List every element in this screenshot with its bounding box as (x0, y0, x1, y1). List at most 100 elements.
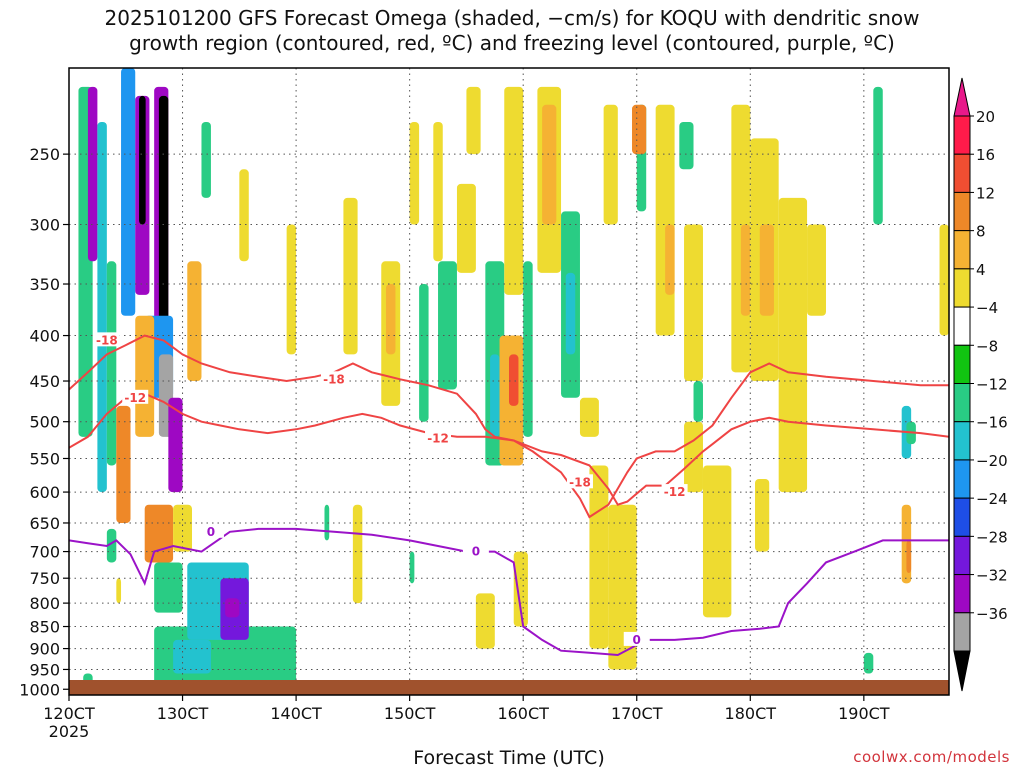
omega-cell (225, 598, 240, 618)
omega-cell (456, 183, 476, 273)
contour-label: -12 (124, 391, 146, 405)
y-tick-label: 650 (29, 514, 60, 533)
omega-cell (863, 652, 874, 674)
contour-line (69, 392, 949, 506)
x-tick-label: 160CT (497, 704, 549, 723)
colorbar-box (953, 497, 971, 537)
colorbar-label: −12 (976, 376, 1008, 394)
omega-cell (873, 86, 883, 225)
x-axis: 120CT 130CT 140CT 150CT 160CT 170CT 180CT 190CT… (43, 695, 890, 741)
omega-cell (939, 224, 949, 336)
colorbar-label: −16 (976, 414, 1008, 432)
x-tick-label: 180CT (725, 704, 777, 723)
y-tick-label: 900 (29, 640, 60, 659)
omega-cell (475, 593, 495, 649)
omega-cell (665, 224, 675, 295)
colorbar-label: 8 (976, 223, 986, 241)
contour-line (69, 334, 949, 519)
credit-text: coolwx.com/models (853, 748, 1010, 766)
omega-cell (158, 95, 169, 364)
grid-lines (69, 68, 949, 695)
y-tick-label: 500 (29, 413, 60, 432)
x-tick-label: 140CT (270, 704, 322, 723)
omega-cell (144, 504, 174, 563)
y-tick-label: 750 (29, 569, 60, 588)
title-line-1: 2025101200 GFS Forecast Omega (shaded, −… (104, 6, 920, 30)
omega-cell (490, 354, 500, 437)
y-axis: 250 300 350 400 450 500 550 600 650 700 750 800 850 9… (19, 145, 69, 699)
contour-label: 0 (472, 545, 480, 559)
omega-cell (632, 104, 647, 155)
x-tick-label: 190CT (838, 704, 890, 723)
colorbar-box (953, 612, 971, 652)
omega-cell (542, 104, 557, 225)
omega-cell (740, 224, 751, 316)
omega-cell (201, 121, 211, 198)
y-tick-label: 950 (29, 660, 60, 679)
omega-cell (239, 169, 249, 262)
y-tick-label: 450 (29, 372, 60, 391)
omega-cell (523, 261, 533, 437)
omega-cell (121, 68, 136, 316)
omega-cell (173, 504, 193, 552)
colorbar-label: 12 (976, 184, 995, 202)
omega-cell (116, 405, 131, 523)
x-tick-label: 170CT (611, 704, 663, 723)
omega-cell (135, 315, 155, 437)
omega-cell (409, 551, 415, 584)
omega-cell (589, 465, 609, 649)
contour-label-bg (462, 543, 489, 558)
omega-cell (603, 104, 618, 225)
x-axis-label: Forecast Time (UTC) (413, 747, 604, 768)
y-tick-label: 600 (29, 483, 60, 502)
contour-label: 0 (207, 525, 215, 539)
contour-label: -12 (664, 485, 686, 499)
omega-cell (655, 104, 675, 336)
contour-label-bg (425, 430, 452, 445)
omega-cell (106, 528, 117, 563)
contour-label-bg (623, 631, 650, 646)
contour-line (69, 527, 949, 657)
contour-label-bg (320, 371, 347, 386)
ground-strip (69, 680, 949, 695)
y-tick-label: 700 (29, 543, 60, 562)
colorbar-label: −28 (976, 528, 1008, 546)
omega-cell (778, 197, 808, 493)
contour-label: -18 (96, 333, 118, 347)
omega-cell (906, 540, 912, 574)
omega-cell (106, 261, 117, 466)
contour-label: -18 (569, 475, 591, 489)
omega-cell (755, 478, 770, 552)
omega-cell (352, 504, 363, 604)
colorbar-label: −36 (976, 605, 1008, 623)
omega-cell (693, 381, 703, 422)
title-line-2: growth region (contoured, red, ºC) and f… (129, 31, 895, 55)
colorbar-box (953, 230, 971, 270)
colorbar-box (953, 459, 971, 499)
contour-label: -18 (323, 372, 345, 386)
colorbar-box (953, 535, 971, 576)
y-tick-label: 350 (29, 275, 60, 294)
omega-cell (807, 224, 826, 316)
colorbar-box (953, 115, 971, 155)
x-tick-label: 150CT (384, 704, 436, 723)
colorbar-bottom-arrow (953, 650, 971, 692)
colorbar-box (953, 421, 971, 461)
contour-label-bg (93, 332, 120, 347)
omega-cell (409, 121, 420, 225)
omega-cell (116, 578, 122, 604)
omega-cell (608, 504, 637, 670)
contour-label-bg (566, 474, 593, 489)
omega-cell (187, 261, 202, 382)
y-tick-label: 400 (29, 327, 60, 346)
omega-cell (173, 639, 211, 674)
colorbar-box (953, 383, 971, 423)
x-tick-label: 130CT (157, 704, 209, 723)
colorbar-box (953, 268, 971, 308)
contour-label-bg (661, 484, 688, 499)
y-tick-label: 300 (29, 216, 60, 235)
omega-cell (579, 397, 599, 437)
contour-label-bg (122, 389, 149, 404)
colorbar-box (953, 153, 971, 193)
omega-cell (504, 86, 524, 295)
